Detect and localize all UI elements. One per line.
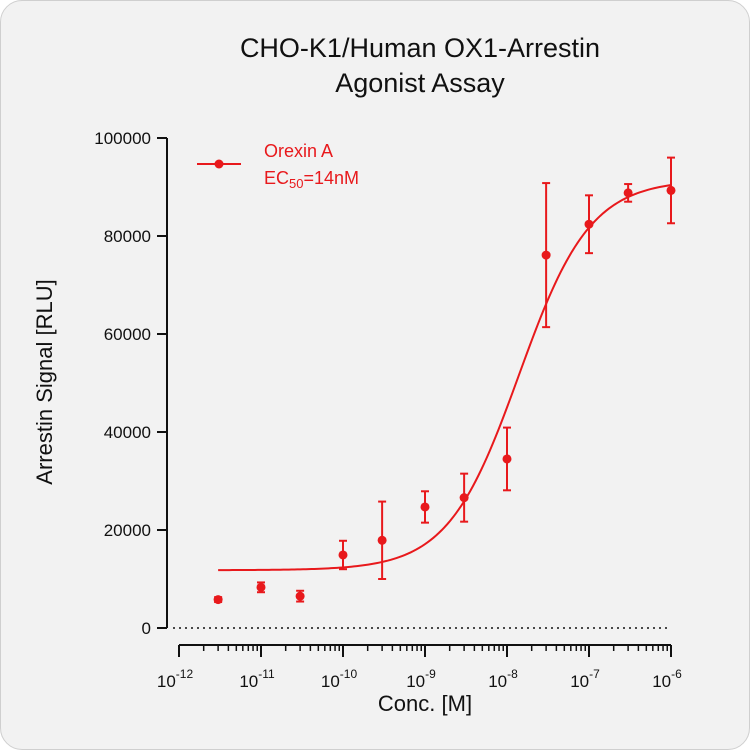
legend: Orexin A EC50=14nM [197, 141, 359, 191]
data-point [623, 183, 633, 203]
x-tick-label: 10-8 [488, 667, 518, 691]
point-marker [377, 535, 387, 545]
point-marker [295, 591, 305, 601]
chart-title-line1: CHO-K1/Human OX1-Arrestin [240, 33, 600, 63]
point-marker [541, 250, 551, 260]
data-point [541, 182, 551, 329]
y-tick-label: 40000 [104, 423, 151, 442]
data-point [502, 426, 512, 492]
point-marker [623, 188, 633, 198]
data-point [459, 472, 469, 523]
data-point [584, 194, 594, 255]
y-tick-label: 0 [142, 619, 151, 638]
legend-label: Orexin A [264, 141, 333, 161]
point-marker [502, 454, 512, 464]
ec50-subscript: 50 [289, 176, 303, 191]
y-tick-label: 60000 [104, 325, 151, 344]
data-point [256, 581, 266, 594]
y-tick-label: 100000 [94, 129, 151, 148]
axes: 0 20000 40000 60000 80000 100000 10-12 10-11 10-… [94, 129, 682, 691]
point-marker [338, 550, 348, 560]
point-marker [420, 502, 430, 512]
x-tick-label: 10-11 [239, 667, 275, 691]
legend-ec50: EC50=14nM [264, 168, 359, 191]
x-tick-label: 10-12 [157, 667, 194, 691]
x-tick-label: 10-9 [406, 667, 436, 691]
point-marker [213, 595, 223, 605]
data-point [666, 156, 676, 225]
point-marker [459, 493, 469, 503]
x-tick-label: 10-10 [321, 667, 358, 691]
fit-curve-group [218, 184, 672, 572]
x-axis-label: Conc. [M] [378, 691, 472, 716]
ec50-prefix: EC [264, 168, 289, 188]
data-point [295, 589, 305, 603]
data-point [420, 490, 430, 524]
data-point [377, 500, 387, 580]
x-tick-label: 10-6 [652, 667, 682, 691]
ec50-suffix: =14nM [303, 168, 359, 188]
legend-marker [214, 159, 224, 169]
point-marker [666, 185, 676, 195]
y-axis-label: Arrestin Signal [RLU] [32, 279, 57, 484]
y-tick-label: 20000 [104, 521, 151, 540]
data-point [213, 595, 223, 605]
data-points [213, 156, 676, 605]
y-tick-label: 80000 [104, 227, 151, 246]
point-marker [584, 219, 594, 229]
fit-curve [218, 184, 672, 572]
chart-title-line2: Agonist Assay [335, 68, 505, 98]
data-point [338, 539, 348, 571]
x-tick-label: 10-7 [570, 667, 600, 691]
point-marker [256, 582, 266, 592]
